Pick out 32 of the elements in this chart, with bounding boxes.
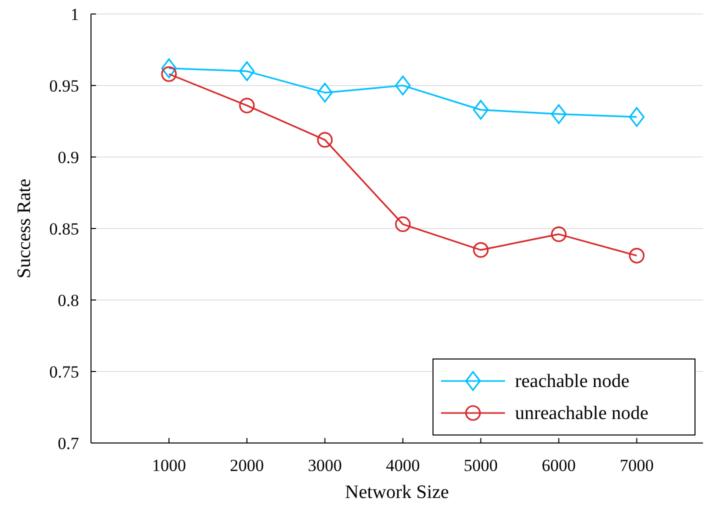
y-tick-label: 1 [70, 5, 79, 24]
x-axis-title: Network Size [345, 482, 449, 503]
y-tick-label: 0.85 [49, 220, 79, 238]
point [550, 226, 567, 242]
x-tick-label: 3000 [308, 456, 342, 475]
x-tick-label: 5000 [464, 456, 498, 475]
y-tick-label: 0.95 [49, 76, 79, 96]
point [395, 216, 411, 232]
y-tick-label: 0.7 [58, 434, 80, 453]
point [550, 104, 567, 124]
y-tick-label: 0.8 [58, 291, 79, 310]
point [161, 58, 177, 78]
point [473, 242, 489, 258]
y-tick-label: 0.75 [49, 362, 79, 382]
x-tick-label: 4000 [386, 456, 420, 475]
point [161, 66, 177, 82]
x-tick-label: 2000 [230, 456, 264, 475]
point [239, 61, 255, 82]
y-axis-title: Success Rate [14, 178, 35, 278]
point [239, 98, 255, 114]
point [317, 132, 333, 148]
point [628, 248, 645, 264]
legend-label: reachable node [515, 371, 630, 392]
x-tick-label: 6000 [542, 456, 576, 475]
point [628, 107, 645, 127]
x-tick-label: 1000 [152, 456, 186, 475]
point [473, 100, 489, 120]
point [395, 76, 411, 96]
y-tick-label: 0.9 [58, 148, 79, 167]
x-tick-label: 7000 [620, 456, 654, 475]
legend-label: unreachable node [515, 403, 648, 424]
point [317, 82, 333, 103]
